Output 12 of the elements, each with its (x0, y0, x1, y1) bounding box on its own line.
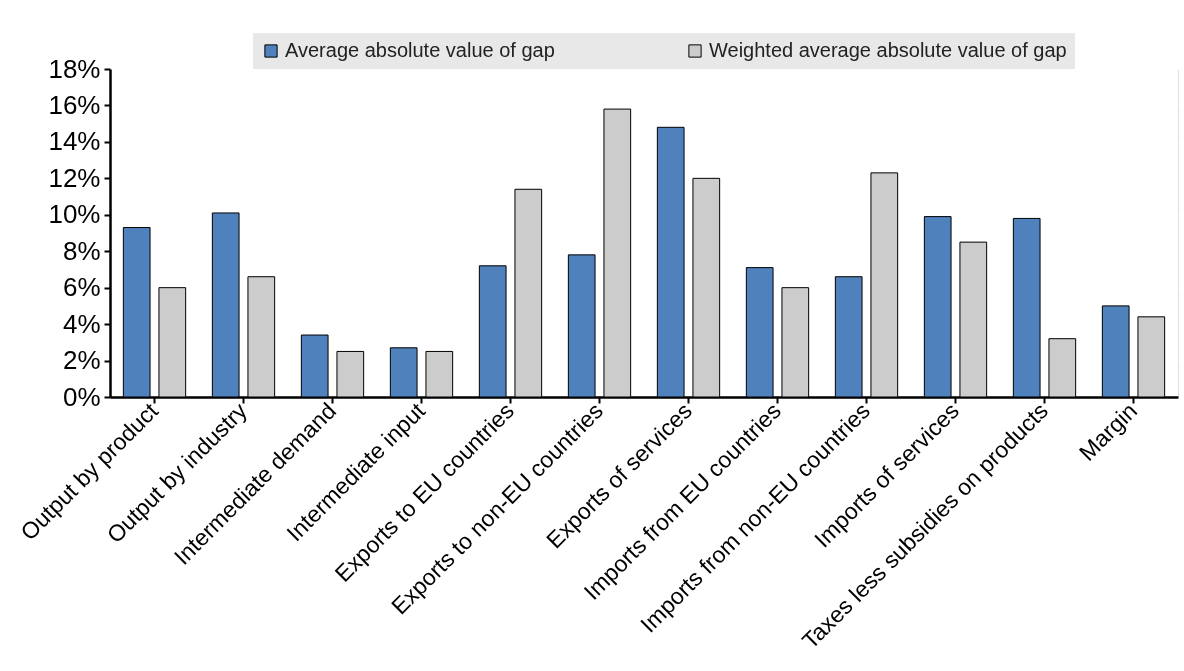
y-tick-label: 12% (48, 162, 101, 193)
legend-label: Weighted average absolute value of gap (709, 39, 1067, 61)
y-tick-label: 4% (62, 308, 101, 339)
y-tick-label: 8% (62, 235, 101, 266)
y-tick-label: 18% (48, 53, 101, 84)
y-tick-label: 0% (62, 381, 101, 412)
y-tick-label: 10% (48, 199, 101, 230)
legend-label: Average absolute value of gap (285, 39, 555, 61)
y-tick-label: 2% (62, 345, 101, 376)
y-tick-label: 16% (48, 89, 101, 120)
y-tick-label: 14% (48, 126, 101, 157)
y-tick-label: 6% (62, 272, 101, 303)
